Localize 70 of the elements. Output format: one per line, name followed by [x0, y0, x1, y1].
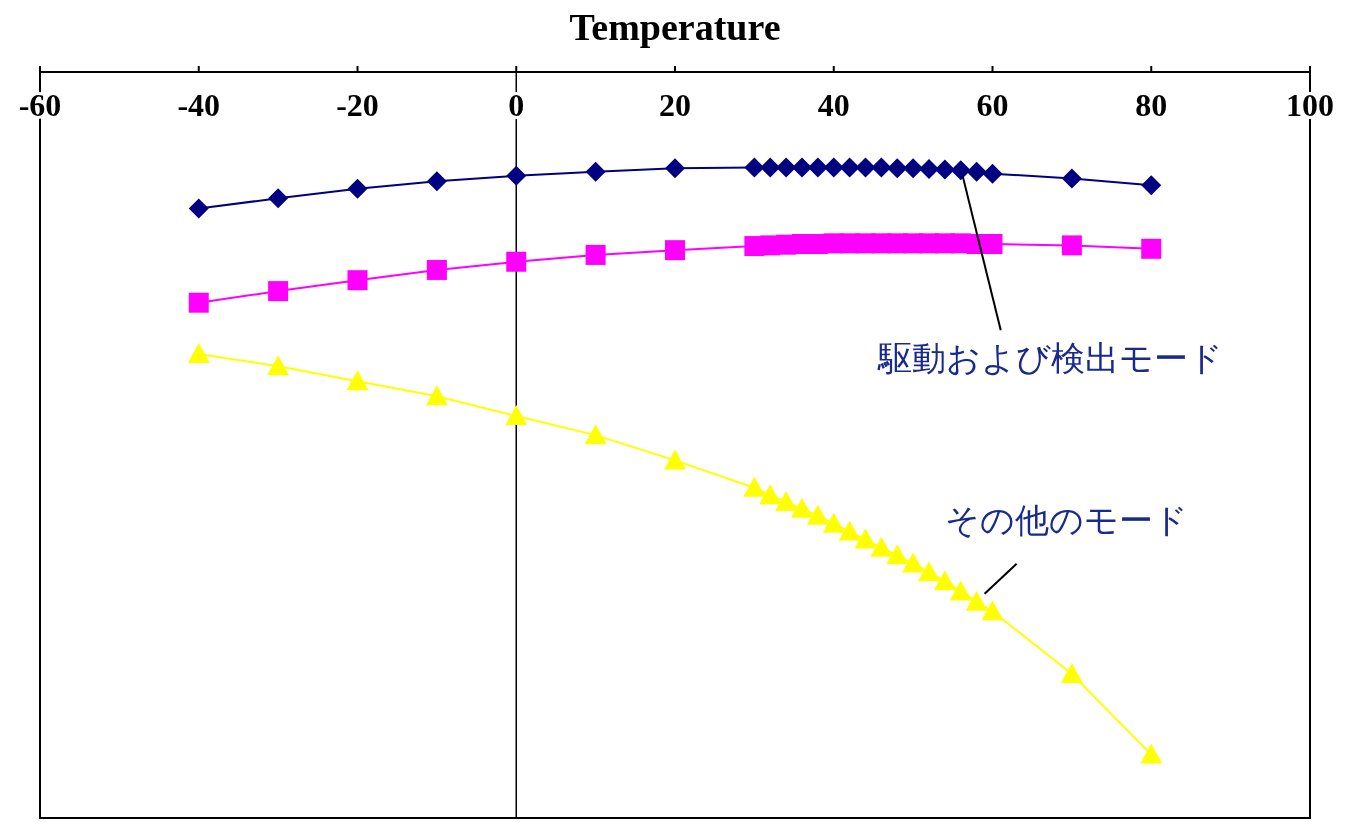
annotation: その他のモード — [945, 499, 1189, 540]
x-tick-label: 80 — [1135, 87, 1168, 123]
point — [188, 198, 209, 219]
x-tick-label: -20 — [336, 87, 379, 123]
point — [760, 157, 781, 178]
point — [807, 157, 828, 178]
point — [1061, 168, 1082, 189]
point — [1141, 175, 1162, 196]
point — [838, 520, 861, 541]
point — [425, 385, 448, 406]
point — [347, 270, 368, 291]
point — [966, 161, 987, 182]
point — [871, 157, 892, 178]
point — [934, 159, 955, 180]
point — [584, 424, 607, 445]
point — [346, 370, 369, 391]
point — [585, 161, 606, 182]
point — [886, 544, 909, 565]
annotation: その他のモード — [945, 499, 1189, 595]
point — [792, 157, 812, 178]
point — [949, 580, 972, 601]
point — [426, 171, 447, 192]
point — [664, 449, 686, 470]
annotation: 駆動および検出モード — [878, 175, 1224, 379]
point — [776, 157, 797, 178]
point — [267, 355, 290, 376]
point — [347, 178, 368, 199]
x-tick-label: 20 — [659, 87, 691, 123]
point — [743, 476, 766, 497]
point — [855, 157, 876, 178]
point — [187, 342, 210, 363]
point — [933, 570, 956, 591]
point — [426, 259, 447, 280]
point — [665, 240, 685, 261]
point — [965, 590, 988, 611]
point — [902, 552, 925, 573]
point — [918, 561, 940, 582]
point — [759, 484, 782, 505]
point — [665, 158, 685, 179]
point — [268, 188, 289, 209]
point — [854, 528, 877, 549]
point — [1060, 663, 1083, 684]
x-tick-label: -40 — [177, 87, 221, 123]
x-axis-title: Temperature — [569, 6, 781, 48]
annotation: 駆動および検出モード — [877, 338, 1224, 379]
point — [506, 251, 527, 272]
point — [1140, 743, 1163, 764]
point — [822, 512, 845, 533]
point — [1061, 235, 1082, 256]
point — [950, 160, 971, 181]
point — [505, 405, 528, 426]
point — [188, 292, 209, 313]
point — [506, 165, 527, 186]
point — [791, 497, 813, 518]
point — [744, 157, 765, 178]
x-tick-label: 40 — [817, 87, 850, 123]
point — [870, 536, 893, 557]
point — [919, 158, 939, 179]
point — [839, 157, 860, 178]
x-tick-label: 60 — [976, 87, 1009, 123]
point — [887, 158, 908, 179]
point — [903, 158, 924, 179]
point — [982, 163, 1003, 184]
point — [823, 157, 844, 178]
point — [585, 244, 606, 265]
point — [981, 600, 1004, 621]
point — [268, 281, 289, 302]
point — [1141, 238, 1162, 259]
point — [806, 504, 829, 525]
point — [775, 491, 798, 512]
